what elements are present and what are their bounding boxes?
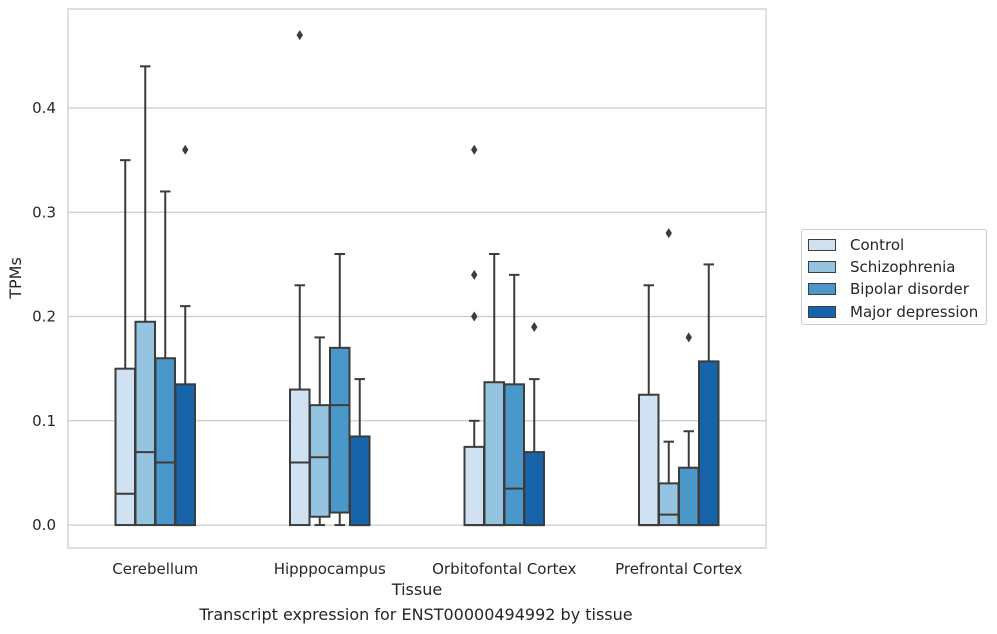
legend-label-control: Control	[850, 236, 905, 254]
x-tick-label: Orbitofontal Cortex	[432, 560, 576, 578]
box	[289, 388, 311, 527]
legend: Control Schizophrenia Bipolar disorder M…	[801, 229, 987, 325]
legend-item-control: Control	[808, 235, 904, 255]
y-tick-labels: 0.0 0.1 0.2 0.3 0.4	[32, 99, 56, 534]
x-tick-labels: Cerebellum Hipppocampus Orbitofontal Corte…	[112, 560, 742, 578]
outlier-point	[182, 144, 189, 155]
outlier-point	[471, 311, 478, 322]
box	[154, 357, 176, 527]
box-group	[638, 284, 660, 527]
outlier-point	[665, 228, 672, 239]
legend-swatch-major-depression	[808, 306, 836, 318]
y-tick-label: 0.2	[32, 308, 56, 326]
boxes	[114, 30, 720, 527]
box	[483, 381, 505, 527]
box	[329, 346, 351, 514]
box-group	[174, 144, 196, 527]
box-group	[114, 159, 136, 527]
box	[349, 435, 371, 527]
box-group	[289, 30, 311, 527]
y-tick-label: 0.4	[32, 99, 56, 117]
box	[309, 404, 331, 518]
outlier-point	[471, 269, 478, 280]
box	[463, 445, 485, 527]
legend-item-bipolar: Bipolar disorder	[808, 279, 969, 299]
y-tick-label: 0.1	[32, 412, 56, 430]
box	[698, 360, 720, 527]
legend-swatch-control	[808, 239, 836, 251]
y-axis-label: TPMs	[6, 257, 25, 300]
box-group	[523, 321, 545, 527]
outlier-point	[471, 144, 478, 155]
legend-swatch-schizophrenia	[808, 261, 836, 273]
box-group	[349, 378, 371, 527]
legend-label-schizophrenia: Schizophrenia	[850, 258, 956, 276]
figure-caption: Transcript expression for ENST0000049499…	[199, 605, 633, 624]
box	[678, 466, 700, 527]
box	[114, 367, 136, 527]
box-group	[154, 190, 176, 527]
x-tick-label: Prefrontal Cortex	[615, 560, 742, 578]
box	[658, 482, 680, 527]
x-axis-label: Tissue	[391, 580, 442, 599]
box-group	[463, 144, 485, 527]
box	[523, 451, 545, 527]
box-group	[329, 253, 351, 527]
box-group	[698, 263, 720, 527]
legend-item-schizophrenia: Schizophrenia	[808, 257, 955, 277]
box	[134, 320, 156, 527]
legend-swatch-bipolar	[808, 283, 836, 295]
outlier-point	[296, 30, 303, 41]
box-group	[503, 273, 525, 527]
legend-item-major-depression: Major depression	[808, 302, 978, 322]
legend-label-major-depression: Major depression	[850, 303, 979, 321]
box	[503, 383, 525, 527]
legend-label-bipolar: Bipolar disorder	[850, 280, 969, 298]
outlier-point	[685, 332, 692, 343]
box-group	[309, 336, 331, 527]
x-tick-label: Cerebellum	[112, 560, 198, 578]
y-tick-label: 0.0	[32, 516, 56, 534]
outlier-point	[531, 321, 538, 332]
y-tick-label: 0.3	[32, 203, 56, 221]
x-tick-label: Hipppocampus	[274, 560, 386, 578]
box	[638, 393, 660, 527]
box	[174, 383, 196, 527]
box-group	[134, 65, 156, 527]
